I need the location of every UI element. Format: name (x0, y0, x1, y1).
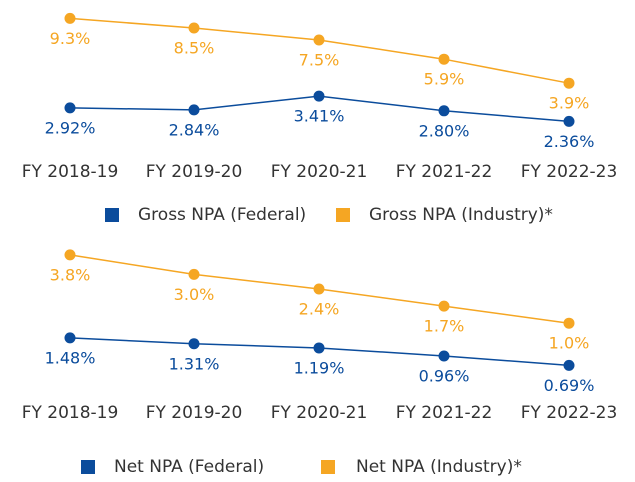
legend-label: Gross NPA (Industry)* (369, 205, 553, 225)
data-label: 0.69% (544, 376, 595, 395)
point (438, 300, 450, 312)
data-label: 2.92% (45, 118, 96, 137)
point (438, 350, 450, 362)
x-tick-label: FY 2022-23 (521, 403, 618, 423)
legend-swatch (81, 460, 95, 474)
point (438, 53, 450, 65)
point (313, 342, 325, 354)
point (64, 332, 76, 344)
point (438, 105, 450, 117)
data-label: 1.19% (294, 358, 345, 377)
point (188, 268, 200, 280)
legend-label: Gross NPA (Federal) (138, 205, 306, 225)
data-label: 1.31% (169, 354, 220, 373)
legend-swatch (105, 208, 119, 222)
point (563, 77, 575, 89)
data-label: 2.4% (299, 300, 340, 319)
data-label: 5.9% (424, 70, 465, 89)
data-label: 1.7% (424, 317, 465, 336)
legend-label: Net NPA (Federal) (114, 457, 264, 477)
data-label: 0.96% (419, 366, 470, 385)
point (188, 338, 200, 350)
data-label: 9.3% (50, 29, 91, 48)
point (188, 22, 200, 34)
data-label: 2.36% (544, 132, 595, 151)
data-label: 3.9% (549, 94, 590, 113)
point (64, 12, 76, 24)
point (563, 115, 575, 127)
x-tick-label: FY 2020-21 (271, 162, 368, 182)
point (313, 34, 325, 46)
point (188, 104, 200, 116)
data-label: 8.5% (174, 39, 215, 58)
x-tick-label: FY 2018-19 (22, 162, 119, 182)
x-tick-label: FY 2019-20 (146, 403, 243, 423)
point (64, 249, 76, 261)
point (313, 90, 325, 102)
point (64, 102, 76, 114)
legend-label: Net NPA (Industry)* (356, 457, 522, 477)
data-label: 1.48% (45, 348, 96, 367)
legend-swatch (336, 208, 350, 222)
x-tick-label: FY 2022-23 (521, 162, 618, 182)
data-label: 3.0% (174, 285, 215, 304)
data-label: 3.8% (50, 265, 91, 284)
data-label: 7.5% (299, 51, 340, 70)
point (563, 317, 575, 329)
x-tick-label: FY 2018-19 (22, 403, 119, 423)
data-label: 3.41% (294, 107, 345, 126)
data-label: 1.0% (549, 334, 590, 353)
x-tick-label: FY 2019-20 (146, 162, 243, 182)
point (313, 283, 325, 295)
legend-swatch (321, 460, 335, 474)
x-tick-label: FY 2021-22 (396, 403, 493, 423)
point (563, 359, 575, 371)
data-label: 2.84% (169, 120, 220, 139)
data-label: 2.80% (419, 121, 470, 140)
x-tick-label: FY 2020-21 (271, 403, 368, 423)
x-tick-label: FY 2021-22 (396, 162, 493, 182)
